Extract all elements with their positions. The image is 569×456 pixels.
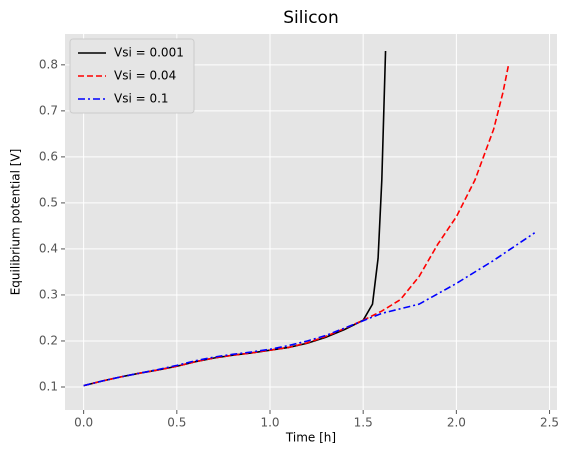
y-tick-label: 0.5 (39, 195, 58, 209)
y-tick-label: 0.1 (39, 379, 58, 393)
x-tick-label: 1.0 (260, 416, 279, 430)
x-axis-label: Time [h] (285, 431, 336, 445)
y-tick-label: 0.7 (39, 103, 58, 117)
legend-label: Vsi = 0.1 (114, 92, 169, 106)
x-tick-label: 0.5 (167, 416, 186, 430)
x-tick-label: 2.0 (447, 416, 466, 430)
legend-box (69, 38, 195, 114)
legend-label: Vsi = 0.001 (114, 46, 184, 60)
y-tick-label: 0.4 (39, 241, 58, 255)
y-tick-label: 0.8 (39, 57, 58, 71)
x-tick-label: 1.5 (354, 416, 373, 430)
x-tick-label: 2.5 (540, 416, 559, 430)
y-tick-label: 0.6 (39, 149, 58, 163)
y-tick-label: 0.2 (39, 333, 58, 347)
x-tick-label: 0.0 (74, 416, 93, 430)
y-axis-label: Equilibrium potential [V] (9, 149, 23, 296)
chart-title: Silicon (283, 8, 338, 28)
legend-label: Vsi = 0.04 (114, 69, 176, 83)
y-tick-label: 0.3 (39, 287, 58, 301)
line (83, 232, 536, 387)
